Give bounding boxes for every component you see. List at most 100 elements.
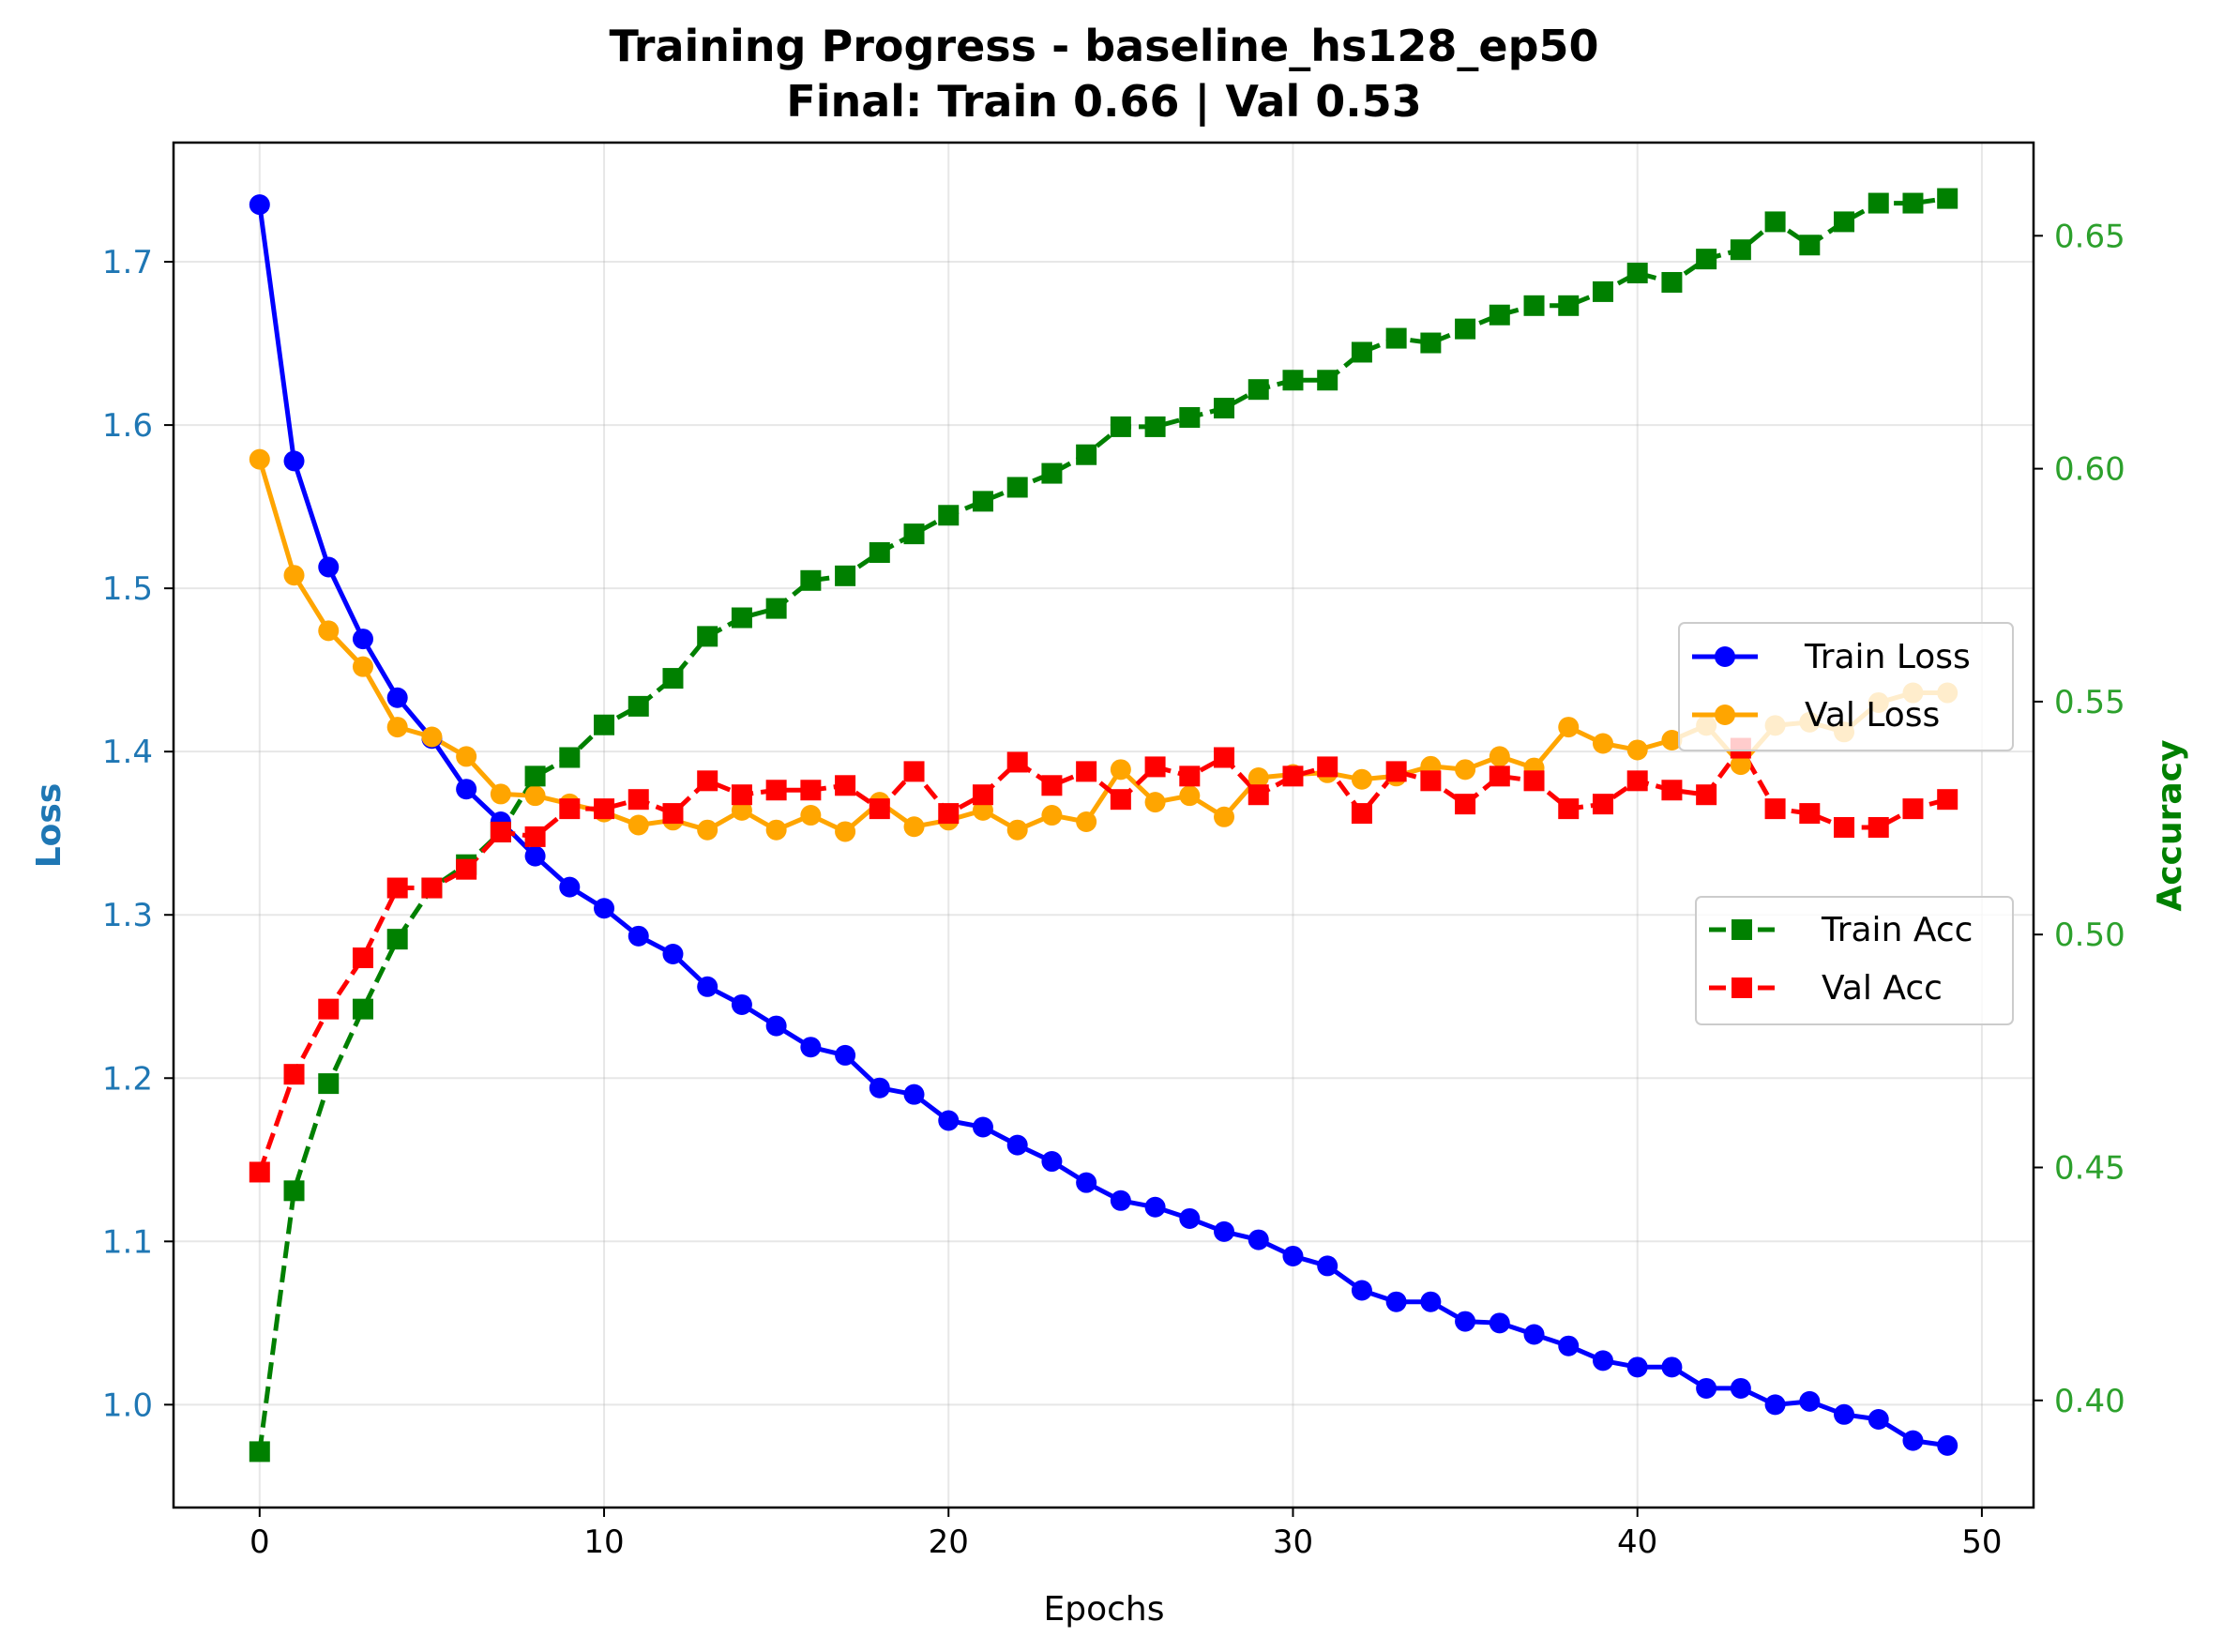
right-tick-label: 0.60 [2054,451,2125,489]
train-loss-point [1317,1255,1338,1277]
legend-accuracy: Train Acc Val Acc [1695,896,2014,1025]
val-acc-point [1558,798,1580,820]
train-loss-point [1489,1312,1510,1334]
left-tick-label: 1.6 [102,407,153,445]
val-loss-point [1661,729,1683,750]
legend-val-loss-label: Val Loss [1805,696,1940,735]
train-acc-point [662,668,684,690]
val-loss-point [972,799,993,821]
train-loss-point [1937,1434,1958,1456]
train-loss-point [1420,1291,1442,1312]
train-loss-point [1764,1394,1786,1416]
train-acc-point [1661,271,1683,293]
train-acc-point [938,505,960,526]
val-loss-point [318,620,340,642]
val-loss-point [1179,785,1201,807]
left-tick-label: 1.3 [102,897,153,934]
right-tick-label: 0.40 [2054,1383,2125,1420]
plot-frame [172,141,2035,1509]
val-loss-point [490,783,511,805]
train-acc-point [1076,444,1097,465]
train-loss-point [1730,1377,1751,1399]
x-tick-label: 20 [929,1523,969,1561]
train-acc-point [1730,239,1751,261]
right-axis-label: Accuracy [2151,739,2189,911]
grid-lines [174,143,2034,1508]
val-acc-point [903,761,925,782]
val-acc-point [1834,816,1855,838]
train-loss-line [257,204,1948,1448]
val-acc-point [1661,780,1683,801]
train-acc-point [731,607,752,629]
train-loss-point [1110,1190,1131,1211]
legend-loss: Train Loss Val Loss [1678,622,2014,751]
legend-val-loss-marker [1715,705,1735,725]
val-loss-point [1076,811,1097,833]
train-loss-point [1592,1350,1613,1372]
chart-subtitle: Final: Train 0.66 | Val 0.53 [786,76,1421,128]
train-loss-point [386,687,408,708]
val-loss-point [697,819,718,841]
train-acc-point [1110,416,1131,437]
val-loss-point [1626,739,1648,761]
legend-train-acc-marker [1732,919,1752,940]
train-loss-point [765,1015,787,1037]
train-acc-point [1902,192,1924,214]
val-acc-point [421,877,443,899]
train-acc-point [1696,249,1717,270]
train-acc-point [835,565,856,586]
val-acc-point [1489,765,1510,787]
series-lines [257,196,1948,1452]
train-loss-point [800,1037,822,1058]
train-loss-point [456,779,477,800]
right-tick-label: 0.55 [2054,684,2125,721]
train-acc-point [352,998,373,1020]
legend-acc-box [1695,896,2014,1025]
x-axis-label: Epochs [1044,1590,1165,1629]
left-tick-label: 1.5 [102,570,153,608]
left-tick-label: 1.7 [102,244,153,281]
left-tick-label: 1.0 [102,1387,153,1424]
val-acc-point [1420,770,1442,792]
right-tick-label: 0.45 [2054,1149,2125,1187]
left-tick-label: 1.2 [102,1060,153,1098]
val-acc-point [765,780,787,801]
val-acc-point [1351,803,1372,825]
train-loss-point [1385,1291,1407,1312]
train-acc-point [249,1441,270,1463]
val-loss-point [352,656,373,677]
train-acc-point [1420,332,1442,354]
val-loss-point [800,805,822,826]
train-loss-point [731,993,752,1015]
x-tick-label: 10 [583,1523,624,1561]
val-acc-point [835,775,856,796]
val-loss-point [1592,733,1613,754]
legend-train-loss-label: Train Loss [1804,638,1971,676]
val-loss-point [628,814,649,836]
train-loss-point [835,1044,856,1066]
val-acc-point [1179,765,1201,787]
val-loss-point [1144,792,1166,813]
right-tick-label: 0.50 [2054,917,2125,954]
train-acc-line [257,196,1948,1452]
val-acc-point [869,798,890,820]
val-acc-point [1523,770,1545,792]
train-loss-point [903,1084,925,1105]
train-acc-point [318,1073,340,1095]
val-acc-point [1248,784,1269,806]
train-loss-point [972,1116,993,1138]
train-acc-point [283,1180,305,1202]
val-acc-point [1626,770,1648,792]
val-acc-point [1592,794,1613,815]
train-acc-point [1006,477,1028,498]
val-acc-point [559,798,581,820]
train-loss-point [1902,1430,1924,1451]
val-loss-point [903,816,925,838]
train-loss-point [1351,1280,1372,1301]
val-loss-point [731,799,752,821]
train-loss-point [628,925,649,947]
train-acc-point [386,929,408,950]
val-acc-point [1868,816,1889,838]
train-acc-point [524,765,546,787]
val-acc-point [386,877,408,899]
